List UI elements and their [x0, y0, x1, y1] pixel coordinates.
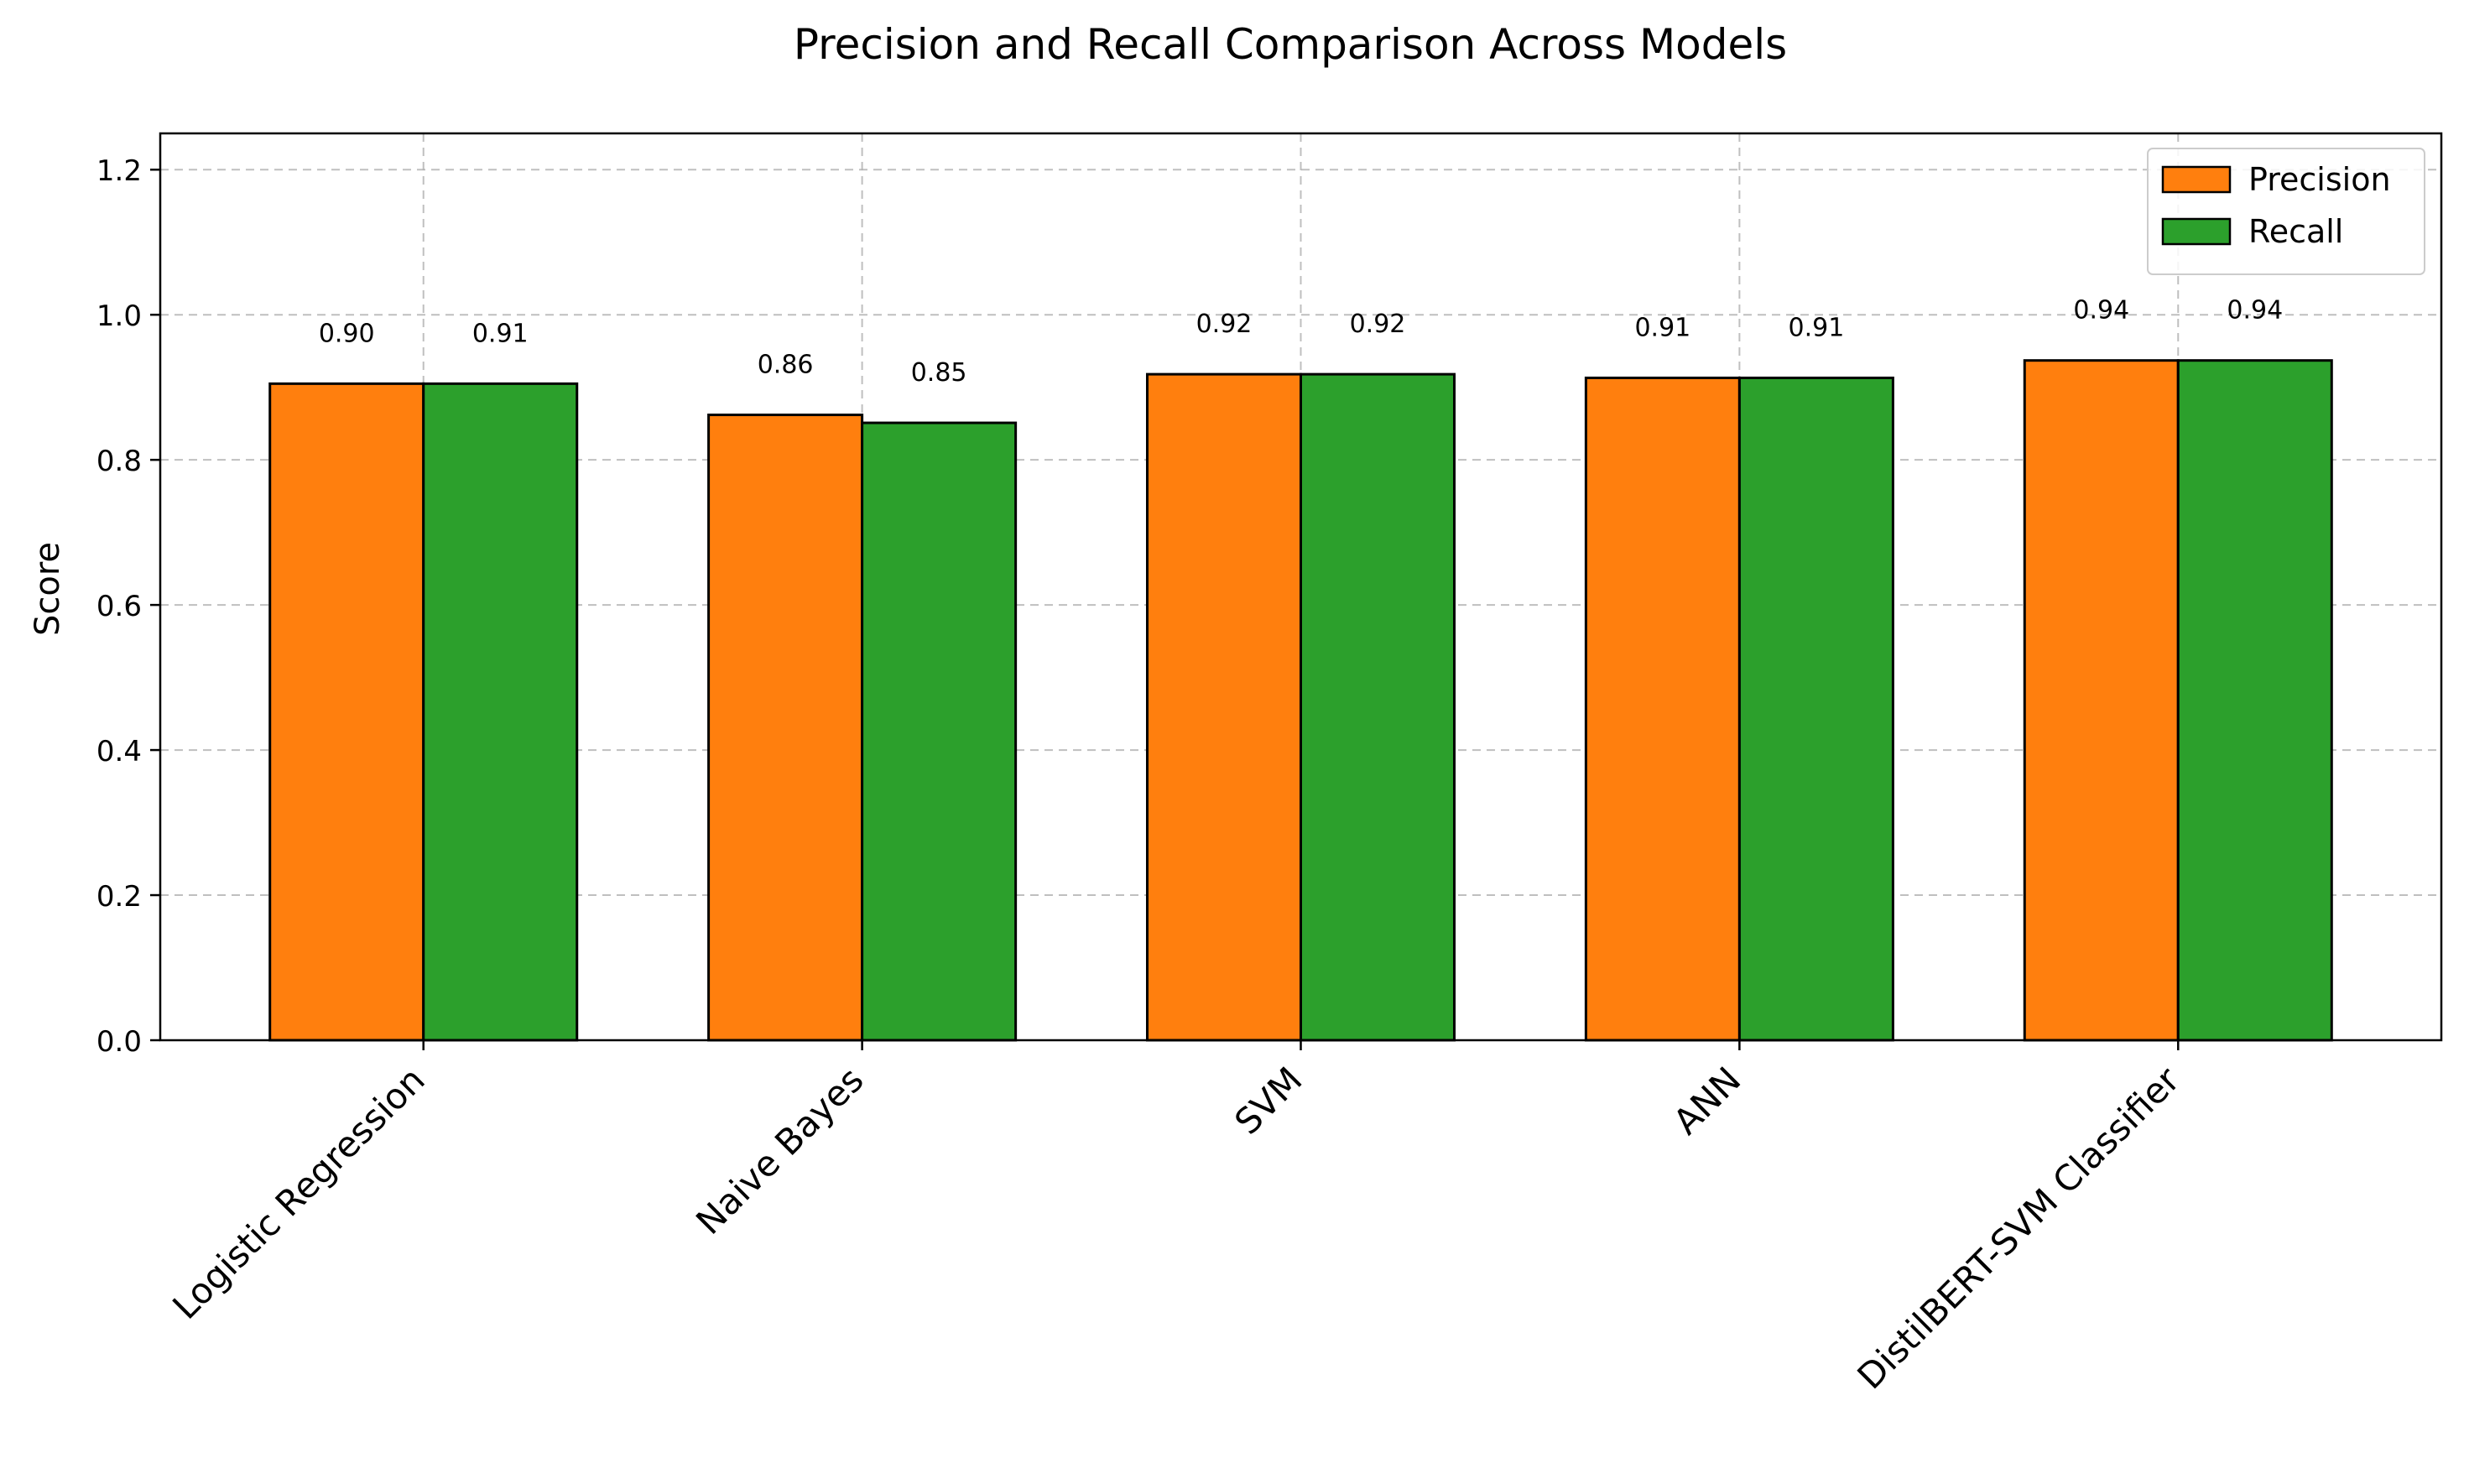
x-tick-label: DistilBERT-SVM Classifier [1849, 1059, 2187, 1397]
data-label: 0.86 [758, 351, 814, 380]
x-tick-label: Logistic Regression [164, 1059, 433, 1327]
y-tick-label: 0.2 [96, 880, 142, 914]
legend-swatch-precision [2161, 165, 2232, 194]
y-tick-label: 0.8 [96, 445, 142, 478]
data-label: 0.92 [1350, 310, 1406, 339]
bar-recall [422, 382, 579, 1042]
y-tick-label: 0.0 [96, 1025, 142, 1059]
bar-precision [2023, 359, 2180, 1042]
data-label: 0.94 [2073, 296, 2129, 325]
bar-recall [1300, 372, 1456, 1042]
x-tick-label: ANN [1665, 1059, 1748, 1142]
bar-precision [1584, 376, 1741, 1042]
y-tick-label: 0.6 [96, 590, 142, 623]
data-label: 0.91 [1634, 313, 1690, 342]
bar-recall [1737, 376, 1894, 1042]
y-axis-label: Score [29, 542, 67, 636]
data-label: 0.91 [472, 319, 529, 348]
data-label: 0.94 [2227, 296, 2283, 325]
plot-frame [159, 132, 2443, 1042]
bar-precision [268, 382, 425, 1042]
legend-label-recall: Recall [2248, 213, 2343, 250]
data-label: 0.85 [911, 358, 967, 388]
data-label: 0.92 [1196, 310, 1253, 339]
legend-swatch-recall [2161, 217, 2232, 246]
legend: Precision Recall [2147, 148, 2425, 275]
y-tick-label: 1.2 [96, 154, 142, 188]
bar-recall [2176, 359, 2333, 1042]
y-tick-label: 1.0 [96, 299, 142, 333]
data-labels: 0.90 0.86 0.92 0.91 0.94 0.91 0.85 0.92 0.91 0.94 [319, 296, 2283, 388]
bar-precision [707, 414, 864, 1042]
y-tick-label: 0.4 [96, 735, 142, 768]
bars [268, 359, 2333, 1042]
bar-recall [861, 421, 1018, 1042]
legend-label-precision: Precision [2248, 161, 2391, 198]
data-label: 0.90 [319, 319, 375, 348]
chart-title: Precision and Recall Comparison Across M… [794, 20, 1787, 69]
bar-precision [1145, 372, 1302, 1042]
x-tick-label: SVM [1227, 1059, 1310, 1142]
x-tick-label: Naive Bayes [688, 1059, 871, 1242]
data-label: 0.91 [1788, 313, 1844, 342]
